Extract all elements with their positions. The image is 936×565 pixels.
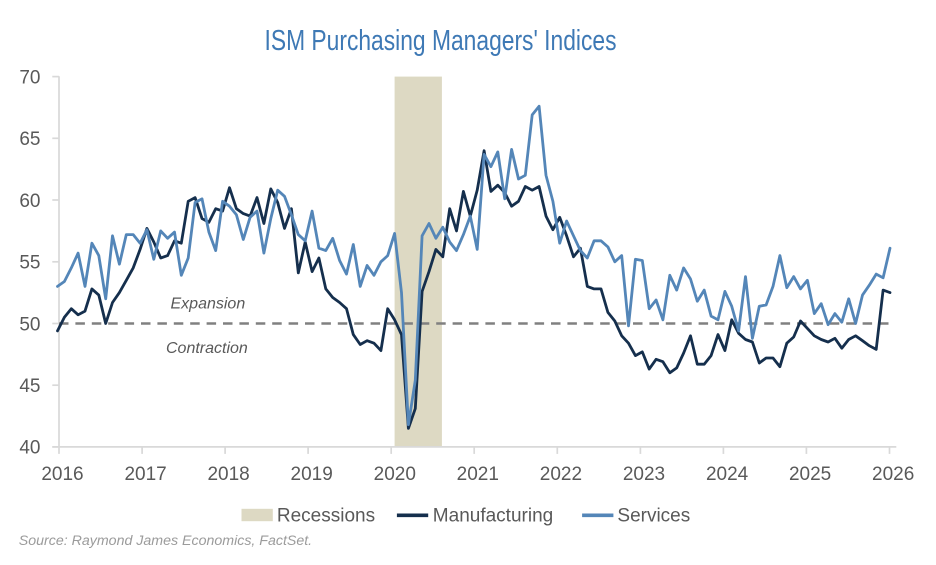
svg-text:2016: 2016 bbox=[41, 464, 83, 485]
svg-text:45: 45 bbox=[19, 376, 40, 397]
svg-text:Services: Services bbox=[617, 505, 690, 526]
svg-text:Source: Raymond James Economic: Source: Raymond James Economics, FactSet… bbox=[19, 533, 312, 549]
svg-text:65: 65 bbox=[19, 129, 40, 150]
svg-text:55: 55 bbox=[19, 253, 40, 274]
svg-text:Recessions: Recessions bbox=[277, 505, 375, 526]
svg-text:ISM Purchasing Managers' Indic: ISM Purchasing Managers' Indices bbox=[265, 25, 617, 57]
svg-text:40: 40 bbox=[19, 438, 40, 459]
svg-text:2024: 2024 bbox=[706, 464, 749, 485]
svg-text:70: 70 bbox=[19, 67, 40, 88]
svg-text:60: 60 bbox=[19, 191, 40, 212]
svg-text:2026: 2026 bbox=[872, 464, 914, 485]
svg-text:2023: 2023 bbox=[623, 464, 665, 485]
svg-text:Manufacturing: Manufacturing bbox=[433, 505, 553, 526]
svg-text:2022: 2022 bbox=[540, 464, 582, 485]
svg-text:2018: 2018 bbox=[207, 464, 249, 485]
svg-text:Expansion: Expansion bbox=[171, 296, 246, 313]
svg-text:Contraction: Contraction bbox=[166, 340, 248, 357]
svg-text:2019: 2019 bbox=[291, 464, 333, 485]
svg-text:2021: 2021 bbox=[457, 464, 499, 485]
svg-text:2025: 2025 bbox=[789, 464, 831, 485]
svg-text:2017: 2017 bbox=[124, 464, 166, 485]
svg-text:50: 50 bbox=[19, 314, 40, 335]
svg-text:2020: 2020 bbox=[374, 464, 416, 485]
